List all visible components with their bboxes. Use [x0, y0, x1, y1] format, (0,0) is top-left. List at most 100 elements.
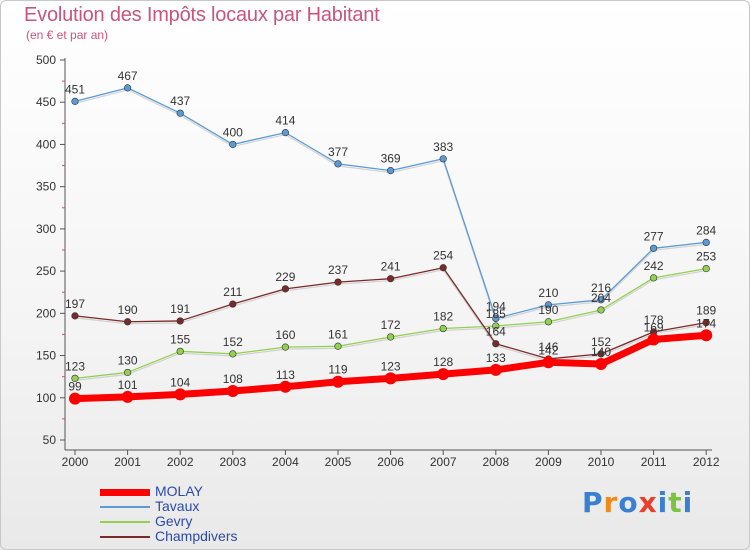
data-point: [387, 167, 395, 175]
data-label: 142: [538, 343, 558, 357]
data-point: [597, 350, 605, 358]
data-point: [702, 264, 710, 273]
data-label: 369: [381, 152, 401, 166]
logo-letter: t: [668, 486, 683, 519]
data-point: [176, 317, 184, 325]
data-label: 99: [68, 380, 82, 394]
y-tick-label: 200: [36, 306, 56, 320]
logo-letter: P: [582, 486, 604, 519]
data-label: 467: [118, 69, 138, 83]
data-point: [544, 318, 553, 326]
data-label: 400: [223, 125, 243, 139]
y-tick-label: 300: [36, 222, 56, 236]
data-label: 130: [118, 353, 138, 367]
data-label: 253: [696, 250, 716, 264]
data-label: 133: [486, 351, 506, 365]
data-point: [176, 109, 184, 117]
data-point: [492, 322, 500, 330]
data-label: 123: [381, 359, 401, 373]
data-point: [649, 244, 658, 252]
logo-letter: i: [657, 486, 669, 519]
x-tick-label: 2007: [430, 455, 457, 469]
data-label: 190: [118, 303, 138, 317]
x-tick-label: 2009: [535, 455, 562, 469]
x-tick-label: 2005: [325, 455, 352, 469]
x-tick-label: 2000: [62, 455, 89, 469]
logo-letter: o: [618, 486, 639, 519]
data-label: 414: [275, 114, 295, 128]
data-label: 174: [696, 316, 716, 330]
data-point: [387, 333, 395, 341]
data-point: [489, 363, 502, 376]
x-tick-label: 2001: [114, 455, 141, 469]
legend-label: Champdivers: [155, 528, 238, 544]
data-label: 216: [591, 281, 611, 295]
data-point: [332, 375, 344, 388]
data-point: [437, 368, 450, 381]
data-point: [702, 319, 710, 327]
data-label: 178: [644, 313, 664, 327]
series-line-tavaux: [74, 87, 707, 320]
data-label: 197: [65, 297, 85, 311]
data-point: [492, 314, 500, 323]
data-point: [281, 343, 290, 351]
data-label: 211: [223, 285, 242, 299]
legend-label: Tavaux: [155, 498, 200, 514]
data-point: [544, 301, 553, 309]
data-point: [281, 129, 290, 137]
data-label: 204: [591, 291, 611, 305]
x-tick-label: 2006: [377, 455, 404, 469]
data-label: 172: [381, 318, 401, 332]
data-point: [69, 392, 81, 405]
x-tick-label: 2004: [272, 455, 299, 469]
data-point: [71, 97, 79, 105]
data-label: 146: [538, 340, 558, 354]
y-tick-label: 400: [36, 137, 56, 151]
x-tick-label: 2002: [167, 455, 194, 469]
data-label: 229: [275, 270, 295, 284]
data-label: 191: [170, 302, 190, 316]
data-label: 160: [275, 328, 295, 342]
data-point: [71, 374, 79, 382]
data-point: [649, 274, 658, 282]
data-label: 164: [486, 325, 506, 339]
data-point: [334, 278, 342, 286]
y-tick-label: 250: [36, 264, 56, 278]
legend-swatch: [100, 506, 150, 508]
data-label: 152: [591, 335, 611, 349]
series-line-shadow: [74, 89, 707, 322]
data-point: [123, 368, 132, 377]
x-tick-label: 2010: [588, 455, 615, 469]
data-label: 119: [328, 363, 347, 377]
data-label: 377: [328, 145, 348, 159]
y-tick-label: 500: [36, 53, 56, 67]
data-label: 152: [223, 335, 243, 349]
data-label: 155: [170, 332, 190, 346]
legend-label: Gevry: [155, 513, 193, 529]
chart-subtitle: (en € et par an): [26, 28, 109, 42]
data-point: [597, 306, 605, 314]
legend-swatch: [100, 536, 150, 538]
data-label: 383: [433, 140, 453, 154]
data-label: 241: [381, 260, 401, 274]
data-label: 140: [591, 345, 611, 359]
data-point: [176, 347, 184, 355]
data-label: 101: [118, 378, 138, 392]
data-label: 128: [433, 355, 453, 369]
data-label: 237: [328, 263, 348, 277]
data-point: [595, 358, 607, 370]
data-label: 190: [538, 303, 558, 317]
data-point: [702, 238, 710, 246]
chart-title: Evolution des Impôts locaux par Habitant: [24, 4, 380, 26]
data-label: 437: [170, 94, 190, 108]
data-label: 104: [170, 375, 190, 389]
legend-swatch: [100, 488, 150, 496]
data-label: 284: [696, 223, 716, 237]
data-point: [279, 380, 292, 393]
data-label: 169: [644, 321, 664, 335]
data-point: [492, 340, 500, 348]
data-point: [121, 390, 134, 403]
y-tick-label: 50: [43, 433, 57, 447]
data-point: [174, 388, 187, 401]
